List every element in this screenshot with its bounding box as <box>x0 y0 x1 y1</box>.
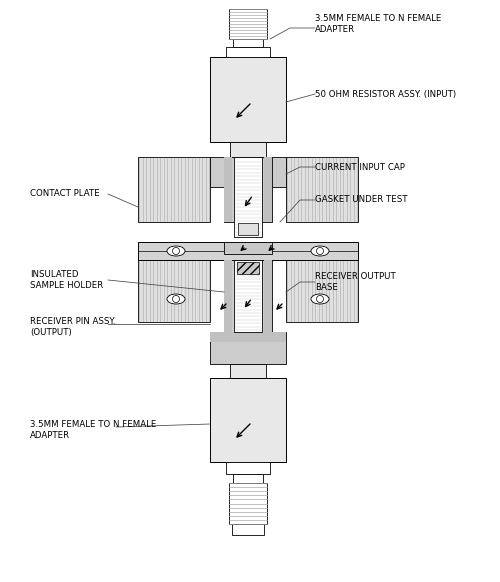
Bar <box>224 260 272 332</box>
Bar <box>224 242 272 254</box>
Bar <box>138 157 210 222</box>
Circle shape <box>316 296 324 303</box>
Bar <box>226 47 270 57</box>
Bar <box>232 524 264 535</box>
Bar <box>226 462 270 474</box>
Bar <box>210 332 286 342</box>
Ellipse shape <box>311 294 329 304</box>
Bar <box>230 142 266 157</box>
Bar <box>138 242 358 260</box>
Bar <box>237 262 259 274</box>
Text: CONTACT PLATE: CONTACT PLATE <box>30 190 100 198</box>
Bar <box>264 157 272 222</box>
Bar <box>225 243 271 253</box>
Bar <box>138 260 210 322</box>
Text: CURRENT INPUT CAP: CURRENT INPUT CAP <box>315 162 405 172</box>
Bar <box>234 260 262 332</box>
Bar <box>286 157 358 222</box>
Text: RECEIVER PIN ASSY.
(OUTPUT): RECEIVER PIN ASSY. (OUTPUT) <box>30 317 116 337</box>
Bar <box>238 223 258 235</box>
Text: GASKET UNDER TEST: GASKET UNDER TEST <box>315 196 408 204</box>
Bar <box>210 157 286 187</box>
Circle shape <box>316 247 324 254</box>
Bar <box>210 378 286 462</box>
Bar <box>229 9 267 39</box>
Circle shape <box>172 247 180 254</box>
Bar <box>224 260 232 332</box>
Bar <box>264 260 272 332</box>
Bar <box>210 332 286 364</box>
Circle shape <box>172 296 180 303</box>
Text: 50 OHM RESISTOR ASSY. (INPUT): 50 OHM RESISTOR ASSY. (INPUT) <box>315 90 456 98</box>
Bar <box>286 260 358 322</box>
Text: 3.5MM FEMALE TO N FEMALE
ADAPTER: 3.5MM FEMALE TO N FEMALE ADAPTER <box>315 15 442 34</box>
Bar <box>230 364 266 378</box>
Text: INSULATED
SAMPLE HOLDER: INSULATED SAMPLE HOLDER <box>30 270 104 290</box>
Text: 3.5MM FEMALE TO N FEMALE
ADAPTER: 3.5MM FEMALE TO N FEMALE ADAPTER <box>30 420 156 439</box>
Bar <box>210 57 286 142</box>
Text: RECEIVER OUTPUT
BASE: RECEIVER OUTPUT BASE <box>315 272 396 292</box>
Ellipse shape <box>167 246 185 256</box>
Ellipse shape <box>311 246 329 256</box>
Bar <box>233 39 263 47</box>
Bar <box>233 474 263 483</box>
Bar <box>224 157 272 222</box>
Ellipse shape <box>167 294 185 304</box>
Bar <box>234 157 262 237</box>
Bar <box>224 157 232 222</box>
Bar <box>229 483 267 524</box>
